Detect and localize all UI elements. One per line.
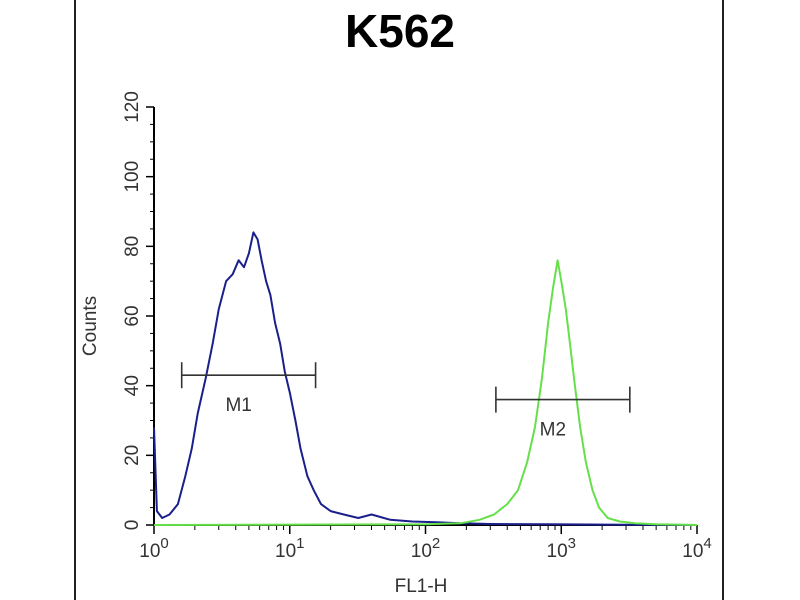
x-tick-label-10000: 104	[682, 535, 711, 562]
histogram-series-1	[153, 231, 698, 526]
x-tick-label-10: 101	[275, 535, 304, 562]
chart-title: K562	[345, 5, 455, 57]
x-tick-label-1: 100	[139, 535, 168, 562]
y-axis-label: Counts	[80, 296, 101, 356]
gate-label-M2: M2	[540, 420, 566, 441]
x-axis-label: FL1-H	[395, 576, 448, 597]
gate-label-M1: M1	[225, 395, 251, 416]
x-tick-label-100: 102	[411, 535, 440, 562]
y-tick-label-0: 0	[122, 520, 143, 531]
x-tick-label-1000: 103	[547, 535, 576, 562]
y-tick-label-80: 80	[122, 236, 143, 257]
y-tick-label-120: 120	[122, 91, 143, 123]
y-tick-label-60: 60	[122, 305, 143, 326]
figure-frame	[74, 0, 724, 600]
y-tick-label-100: 100	[122, 161, 143, 193]
y-tick-label-40: 40	[122, 375, 143, 396]
histogram-series-2	[153, 259, 698, 526]
y-tick-label-20: 20	[122, 445, 143, 466]
